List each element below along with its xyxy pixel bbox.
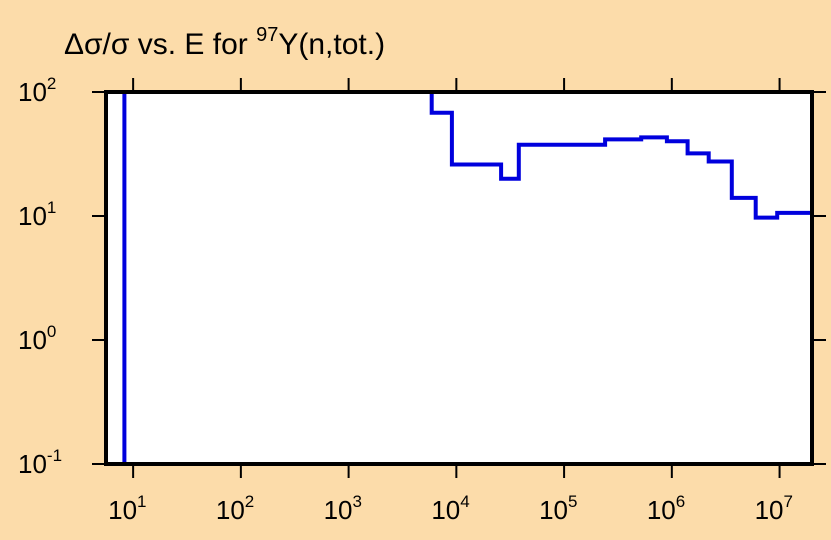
series-line <box>122 90 814 464</box>
x-tick-label-4: 105 <box>539 492 577 525</box>
ticks-layer <box>92 78 826 478</box>
x-tick-label-1: 102 <box>216 492 254 525</box>
chart-title: Δσ/σ vs. E for 97Y(n,tot.) <box>64 24 385 61</box>
title-mass-number: 97 <box>256 24 278 46</box>
title-prefix: Δσ/σ vs. E for <box>64 28 256 61</box>
plot-area <box>106 92 812 464</box>
y-tick-label-0: 10-1 <box>18 446 62 479</box>
x-tick-label-3: 104 <box>431 492 469 525</box>
y-tick-label-1: 100 <box>18 322 56 355</box>
y-tick-label-3: 102 <box>18 74 56 107</box>
x-tick-label-5: 106 <box>647 492 685 525</box>
x-tick-label-0: 101 <box>108 492 146 525</box>
x-tick-label-6: 107 <box>755 492 793 525</box>
x-tick-label-2: 103 <box>324 492 362 525</box>
tick-labels-layer: 101 102 103 104 105 106 107 10-1 100 101 102 <box>18 74 793 525</box>
plot-frame <box>104 90 814 466</box>
y-tick-label-2: 101 <box>18 198 56 231</box>
series-layer <box>122 90 814 464</box>
title-suffix: Y(n,tot.) <box>278 28 385 61</box>
